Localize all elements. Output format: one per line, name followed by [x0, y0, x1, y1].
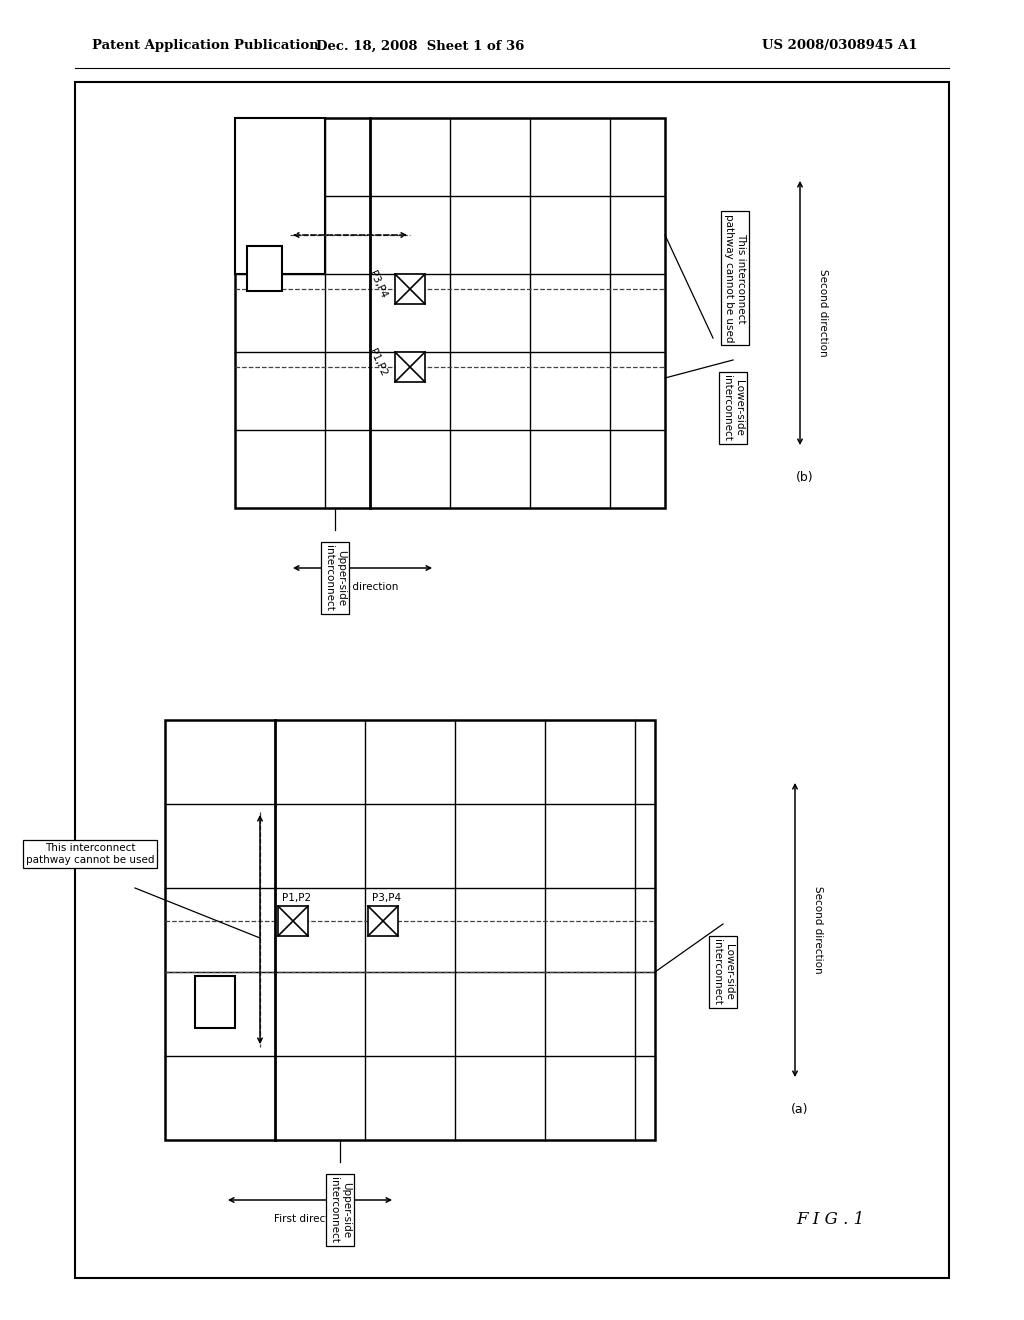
Bar: [165, 719, 655, 1140]
Text: US 2008/0308945 A1: US 2008/0308945 A1: [762, 40, 918, 53]
Bar: [195, 975, 234, 1028]
Text: P1,P2: P1,P2: [367, 347, 388, 379]
Text: (a): (a): [792, 1104, 809, 1117]
Text: F I G . 1: F I G . 1: [796, 1212, 864, 1229]
Text: First direction: First direction: [328, 582, 398, 591]
Bar: [395, 275, 425, 304]
Text: P3,P4: P3,P4: [367, 269, 388, 301]
Text: Second direction: Second direction: [813, 886, 823, 974]
Text: Upper-side
interconnect: Upper-side interconnect: [325, 545, 346, 611]
Text: Lower-side
interconnect: Lower-side interconnect: [713, 939, 734, 1005]
Bar: [247, 246, 282, 290]
Text: (b): (b): [797, 471, 814, 484]
Text: P1,P2: P1,P2: [283, 894, 311, 903]
Bar: [234, 117, 325, 275]
Text: First direction: First direction: [274, 1214, 346, 1224]
Text: This interconnect
pathway cannot be used: This interconnect pathway cannot be used: [26, 843, 155, 865]
Text: P3,P4: P3,P4: [373, 894, 401, 903]
Text: Upper-side
interconnect: Upper-side interconnect: [329, 1177, 351, 1243]
Text: Second direction: Second direction: [818, 269, 828, 356]
Text: Lower-side
interconnect: Lower-side interconnect: [722, 375, 743, 441]
Bar: [368, 906, 398, 936]
Bar: [75, 82, 949, 1278]
Bar: [395, 352, 425, 381]
Text: This interconnect
pathway cannot be used: This interconnect pathway cannot be used: [724, 214, 745, 342]
Bar: [234, 117, 665, 508]
Text: Dec. 18, 2008  Sheet 1 of 36: Dec. 18, 2008 Sheet 1 of 36: [315, 40, 524, 53]
Text: Patent Application Publication: Patent Application Publication: [92, 40, 318, 53]
Bar: [278, 906, 308, 936]
